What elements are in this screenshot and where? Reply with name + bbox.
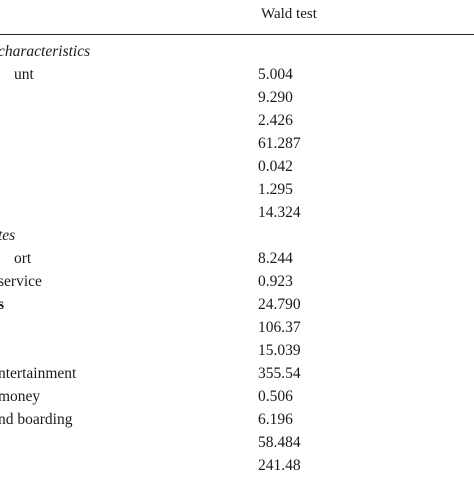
column-header-wald-test: Wald test bbox=[261, 6, 317, 22]
table-row: 1.295 bbox=[0, 178, 474, 201]
wald-test-value: 9.290 bbox=[258, 89, 293, 106]
table-row: 2.426 bbox=[0, 109, 474, 132]
row-label: ntertainment bbox=[0, 365, 77, 382]
row-label: money bbox=[0, 388, 41, 405]
table-row: 15.039 bbox=[0, 339, 474, 362]
table-row: 0.042 bbox=[0, 155, 474, 178]
table-row: ort 8.244 bbox=[0, 247, 474, 270]
table-row: nd boarding 6.196 bbox=[0, 408, 474, 431]
wald-test-value: 58.484 bbox=[258, 434, 301, 451]
wald-test-value: 5.004 bbox=[258, 66, 293, 83]
wald-test-value: 14.324 bbox=[258, 204, 301, 221]
row-label: nd boarding bbox=[0, 411, 73, 428]
table-row: tes bbox=[0, 224, 474, 247]
wald-test-value: 15.039 bbox=[258, 342, 301, 359]
table-row: 106.37 bbox=[0, 316, 474, 339]
table-header: Wald test bbox=[0, 6, 474, 28]
section-heading: tes bbox=[0, 227, 16, 244]
wald-test-value: 8.244 bbox=[258, 250, 293, 267]
wald-test-value: 24.790 bbox=[258, 296, 301, 313]
header-rule bbox=[0, 34, 474, 35]
table-row: ntertainment 355.54 bbox=[0, 362, 474, 385]
wald-test-value: 1.295 bbox=[258, 181, 293, 198]
wald-test-value: 0.506 bbox=[258, 388, 293, 405]
table-row: 58.484 bbox=[0, 431, 474, 454]
table-row: service 0.923 bbox=[0, 270, 474, 293]
wald-test-value: 2.426 bbox=[258, 112, 293, 129]
wald-test-value: 241.48 bbox=[258, 457, 301, 474]
wald-test-value: 6.196 bbox=[258, 411, 293, 428]
row-label: unt bbox=[14, 66, 34, 83]
table-row: 9.290 bbox=[0, 86, 474, 109]
row-label: s bbox=[0, 296, 5, 313]
table-row: money 0.506 bbox=[0, 385, 474, 408]
wald-test-value: 0.923 bbox=[258, 273, 293, 290]
table-row: 61.287 bbox=[0, 132, 474, 155]
wald-test-value: 106.37 bbox=[258, 319, 301, 336]
wald-test-value: 61.287 bbox=[258, 135, 301, 152]
wald-test-value: 0.042 bbox=[258, 158, 293, 175]
table-row: s 24.790 bbox=[0, 293, 474, 316]
section-heading: characteristics bbox=[0, 43, 91, 60]
table-row: characteristics bbox=[0, 40, 474, 63]
table-row: 241.48 bbox=[0, 454, 474, 477]
row-label: ort bbox=[14, 250, 32, 267]
wald-test-value: 355.54 bbox=[258, 365, 301, 382]
row-label: service bbox=[0, 273, 42, 290]
table-row: 14.324 bbox=[0, 201, 474, 224]
table-row: unt 5.004 bbox=[0, 63, 474, 86]
